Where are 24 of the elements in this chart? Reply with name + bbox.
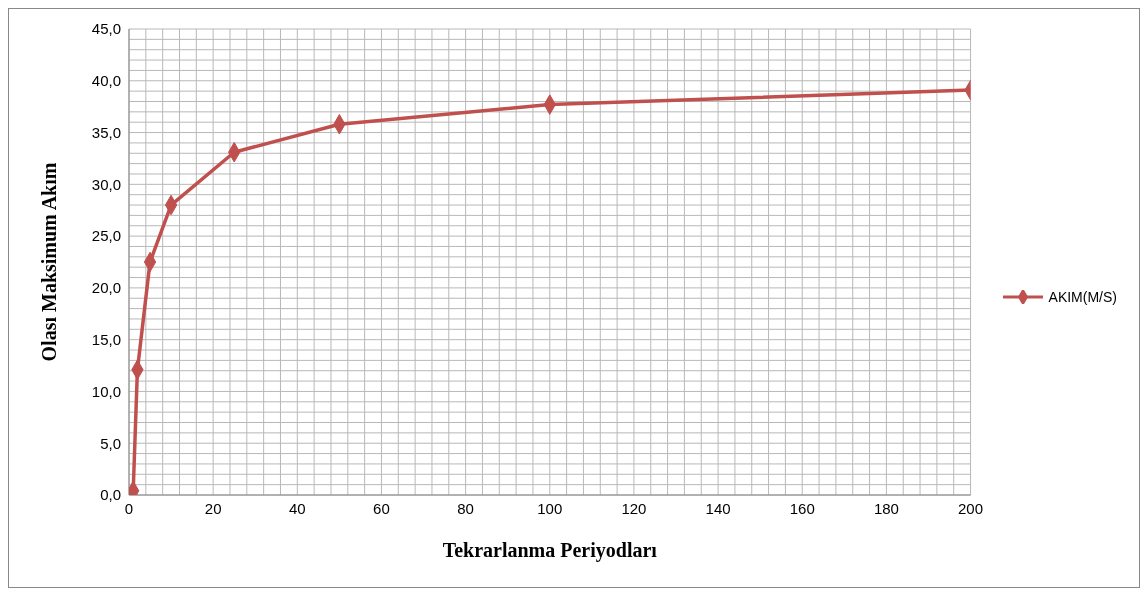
y-tick-label: 20,0 <box>91 279 121 297</box>
x-tick-label: 80 <box>457 499 474 517</box>
x-tick-label: 60 <box>373 499 390 517</box>
x-tick-label: 0 <box>124 499 134 517</box>
y-tick-label: 5,0 <box>100 434 121 452</box>
y-tick-label: 25,0 <box>91 227 121 245</box>
y-axis-title: Olası Maksimum Akım <box>38 162 61 362</box>
x-tick-label: 180 <box>873 499 899 517</box>
y-tick-label: 15,0 <box>91 330 121 348</box>
x-tick-label: 100 <box>537 499 563 517</box>
y-tick-label: 35,0 <box>91 123 121 141</box>
legend-label: AKIM(M/S) <box>1048 289 1117 305</box>
x-tick-label: 140 <box>705 499 731 517</box>
x-axis-title: Tekrarlanma Periyodları <box>442 539 658 562</box>
x-tick-label: 40 <box>288 499 306 517</box>
y-tick-label: 0,0 <box>100 486 121 504</box>
y-tick-label: 45,0 <box>91 20 121 38</box>
x-tick-label: 20 <box>204 499 222 517</box>
x-tick-label: 200 <box>958 499 984 517</box>
x-tick-label: 120 <box>621 499 647 517</box>
x-tick-label: 160 <box>789 499 815 517</box>
y-tick-label: 30,0 <box>91 175 121 193</box>
y-tick-label: 40,0 <box>91 72 121 90</box>
y-tick-label: 10,0 <box>91 382 121 400</box>
